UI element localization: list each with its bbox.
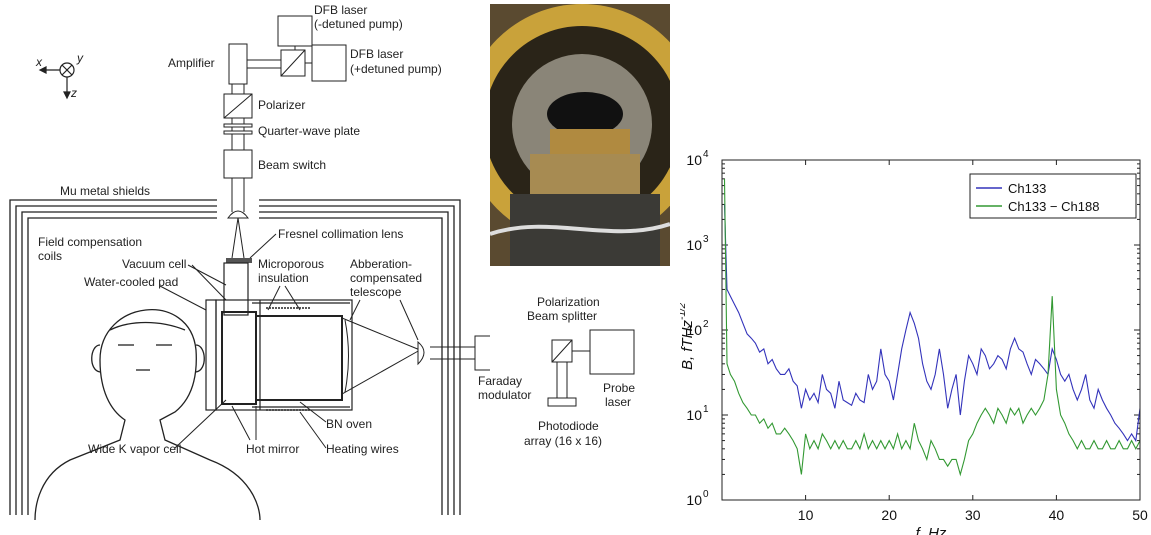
- legend-label: Ch133 − Ch188: [1008, 199, 1099, 214]
- y-axis-label: B, fTHz-1/2: [680, 302, 696, 370]
- microporous-label-1: Microporous: [258, 257, 324, 271]
- magnetometer-diagram: x y z DFB laser (-detuned pump) DFB lase…: [9, 3, 490, 521]
- polarization-label-2: Beam splitter: [527, 309, 597, 323]
- heating-wires-label: Heating wires: [326, 442, 399, 456]
- probe-laser-box: [589, 329, 635, 375]
- head-outline: [34, 309, 261, 521]
- y-axis-label-exponent: -1/2: [680, 302, 688, 320]
- microporous-label-2: insulation: [258, 271, 309, 285]
- photodiode-label-2: array (16 x 16): [524, 434, 602, 448]
- abberation-label-3: telescope: [350, 285, 402, 299]
- wide-k-label: Wide K vapor cell: [88, 442, 181, 456]
- faraday-label-2: modulator: [478, 388, 531, 402]
- dfb-plus-label-1: DFB laser: [350, 47, 403, 61]
- y-tick-exponent: 1: [703, 404, 709, 415]
- y-tick-exponent: 4: [703, 150, 709, 160]
- x-tick-label: 50: [1132, 507, 1148, 523]
- field-comp-label-2: coils: [38, 249, 62, 263]
- fresnel-lens: [226, 258, 252, 263]
- axis-x-label: x: [35, 55, 43, 69]
- beam-switch-box: [223, 149, 253, 179]
- y-tick-label: 10: [686, 407, 702, 423]
- diverging-lens: [227, 210, 249, 219]
- polarizer-label: Polarizer: [258, 98, 305, 112]
- y-tick-exponent: 2: [703, 319, 709, 330]
- legend-box: [969, 173, 1137, 219]
- axes-indicator: [38, 62, 75, 100]
- dfb-minus-label-1: DFB laser: [314, 3, 367, 17]
- dfb-minus-label-2: (-detuned pump): [314, 17, 403, 31]
- y-tick-label: 10: [686, 152, 702, 168]
- x-tick-label: 40: [1049, 507, 1065, 523]
- x-tick-label: 30: [965, 507, 981, 523]
- legend: Ch133 Ch133 − Ch188: [969, 173, 1137, 219]
- y-tick-exponent: 3: [703, 234, 709, 245]
- legend-label: Ch133: [1008, 181, 1046, 196]
- probe-label-2: laser: [605, 395, 631, 409]
- y-tick-label: 10: [686, 237, 702, 253]
- plot-frame: [721, 159, 1141, 501]
- field-comp-label-1: Field compensation: [38, 235, 142, 249]
- axis-y-label: y: [76, 51, 84, 65]
- mu-metal-shields: [9, 199, 461, 515]
- beam-switch-label: Beam switch: [258, 158, 326, 172]
- setup-photo: [490, 4, 670, 266]
- faraday-label-1: Faraday: [478, 374, 522, 388]
- dfb-laser-plus-box: [311, 44, 347, 82]
- photodiode-array: [547, 397, 577, 407]
- polarization-label-1: Polarization: [537, 295, 600, 309]
- amplifier-box: [228, 43, 248, 85]
- water-pad-label: Water-cooled pad: [84, 275, 178, 289]
- bn-oven-label: BN oven: [326, 417, 372, 431]
- series-line-ch133-minus-ch188: [723, 178, 1141, 477]
- vacuum-cell-label: Vacuum cell: [122, 257, 186, 271]
- y-tick-label: 10: [686, 322, 702, 338]
- fresnel-label: Fresnel collimation lens: [278, 227, 403, 241]
- probe-section: Polarization Beam splitter Faraday modul…: [478, 295, 635, 448]
- quarter-wave-label: Quarter-wave plate: [258, 124, 360, 138]
- series-line-ch133: [723, 204, 1141, 443]
- faraday-modulator-box: [474, 335, 490, 371]
- sensor-assembly: [205, 262, 353, 411]
- x-axis-label: f, Hz: [916, 525, 947, 535]
- probe-label-1: Probe: [603, 381, 635, 395]
- hot-mirror-label: Hot mirror: [246, 442, 299, 456]
- dfb-laser-minus-box: [277, 15, 313, 47]
- amplifier-label: Amplifier: [168, 56, 215, 70]
- mu-metal-label: Mu metal shields: [60, 184, 150, 198]
- dfb-plus-label-2: (+detuned pump): [350, 62, 442, 76]
- quarter-wave-plate: [223, 123, 253, 128]
- abberation-label-2: compensated: [350, 271, 422, 285]
- photodiode-label-1: Photodiode: [538, 419, 599, 433]
- photo-icon: [490, 4, 670, 266]
- y-tick-exponent: 0: [703, 489, 709, 500]
- axis-z-label: z: [70, 86, 77, 100]
- x-tick-label: 10: [798, 507, 814, 523]
- y-tick-label: 10: [686, 492, 702, 508]
- x-tick-label: 20: [881, 507, 897, 523]
- abberation-label-1: Abberation-: [350, 257, 412, 271]
